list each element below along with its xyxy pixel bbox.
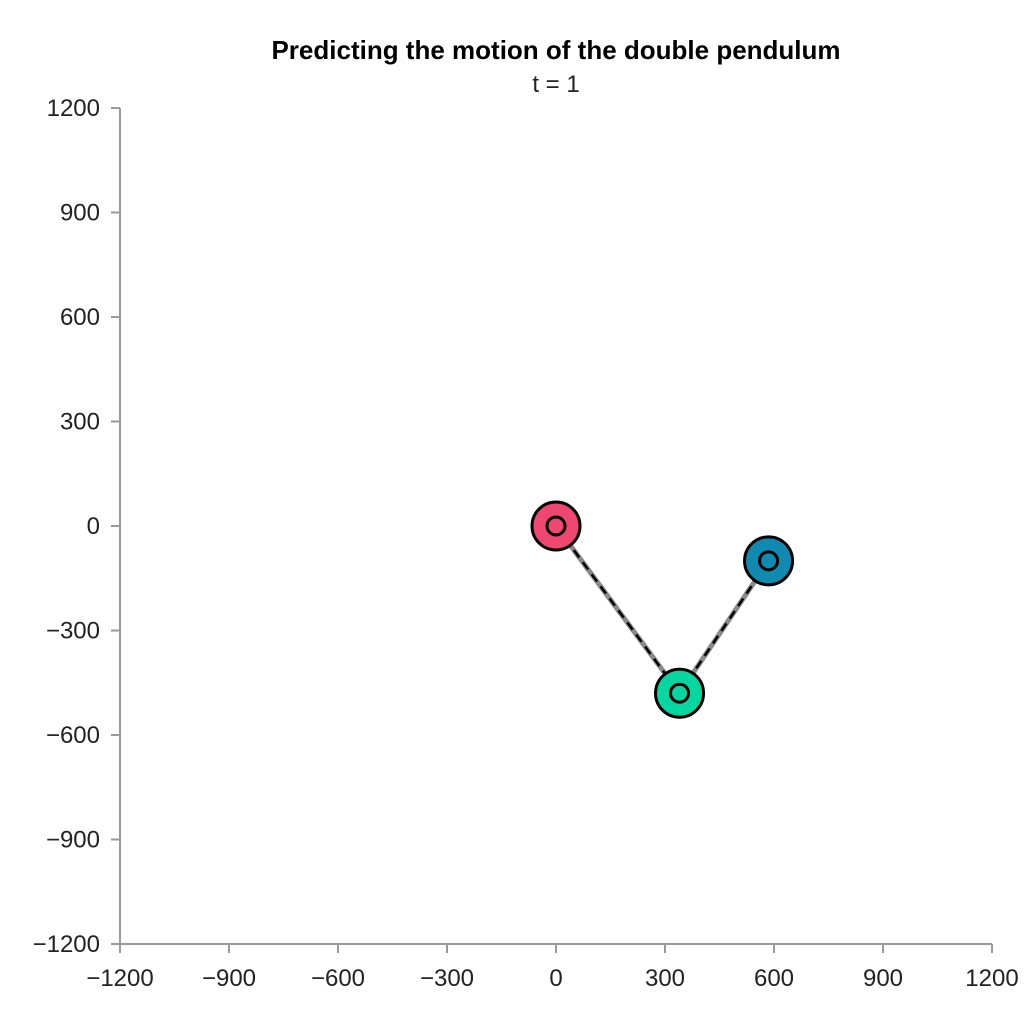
x-tick-label: −600 <box>311 965 365 992</box>
y-tick-label: 600 <box>60 304 100 331</box>
x-ticks: −1200 −900 −600 −300 0 300 600 900 1200 <box>86 944 1019 992</box>
x-tick-label: −1200 <box>86 965 153 992</box>
x-axis: −1200 −900 −600 −300 0 300 600 900 1200 <box>86 943 1019 992</box>
y-tick-label: −300 <box>46 618 100 645</box>
chart-subtitle: t = 1 <box>532 71 579 98</box>
y-tick-label: −900 <box>46 827 100 854</box>
y-ticks: −1200 −900 −600 −300 0 300 600 900 1200 <box>33 95 120 958</box>
pendulum-rod <box>677 558 772 696</box>
pendulum-bob-1 <box>654 667 706 719</box>
y-tick-label: −600 <box>46 722 100 749</box>
y-tick-label: 900 <box>60 200 100 227</box>
pendulum-bob-2 <box>743 535 795 587</box>
pendulum-rod <box>553 523 683 696</box>
y-tick-label: 1200 <box>47 95 100 122</box>
pendulum-bob-0 <box>530 500 582 552</box>
x-tick-label: 0 <box>549 965 562 992</box>
x-tick-label: 1200 <box>965 965 1018 992</box>
y-tick-label: 300 <box>60 409 100 436</box>
y-tick-label: 0 <box>87 513 100 540</box>
x-tick-label: −900 <box>202 965 256 992</box>
pendulum-bobs <box>530 500 795 719</box>
pendulum-rods <box>553 523 772 696</box>
x-tick-label: −300 <box>420 965 474 992</box>
y-tick-label: −1200 <box>33 931 100 958</box>
x-tick-label: 300 <box>645 965 685 992</box>
y-axis: −1200 −900 −600 −300 0 300 600 900 1200 <box>33 95 121 958</box>
chart-title: Predicting the motion of the double pend… <box>271 35 840 65</box>
x-tick-label: 600 <box>754 965 794 992</box>
x-tick-label: 900 <box>863 965 903 992</box>
